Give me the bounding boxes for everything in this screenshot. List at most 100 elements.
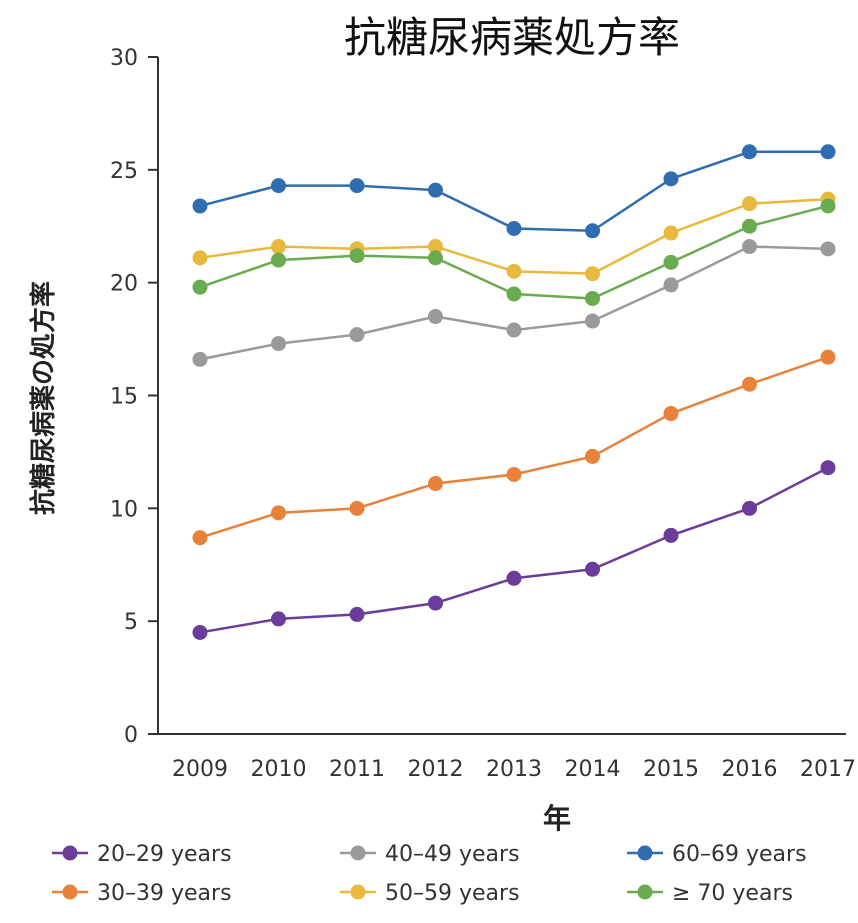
data-point [349, 248, 365, 264]
data-point [506, 570, 522, 586]
y-axis-title: 抗糖尿病薬の処方率 [28, 281, 59, 515]
data-point [271, 178, 286, 194]
legend-label: 40–49 years [385, 842, 520, 867]
data-point [585, 448, 600, 464]
series-line [199, 197, 829, 275]
legend-swatch-marker [637, 845, 653, 861]
y-tick-label: 30 [110, 46, 138, 71]
data-point [271, 252, 286, 268]
y-tick-label: 0 [124, 723, 138, 748]
data-point [271, 611, 286, 627]
legend-label: 30–39 years [97, 881, 232, 906]
legend-swatch-marker [62, 845, 78, 861]
data-point [192, 250, 208, 266]
legend-label: 20–29 years [97, 842, 232, 867]
data-point [663, 254, 679, 270]
legend-item: 30–39 years [52, 881, 232, 906]
data-point [506, 263, 522, 279]
data-point [663, 277, 679, 293]
data-point [271, 505, 286, 521]
series [192, 460, 836, 640]
legend-swatch-marker [637, 884, 653, 900]
series [192, 198, 836, 306]
series [192, 191, 836, 282]
data-point [349, 327, 365, 343]
data-point [585, 313, 600, 329]
data-point [192, 530, 208, 546]
data-point [428, 182, 443, 198]
data-point [742, 376, 757, 392]
legend-item: 20–29 years [52, 842, 232, 867]
y-tick-label: 15 [110, 385, 138, 410]
x-tick-label: 2017 [800, 757, 856, 782]
data-point [192, 351, 208, 367]
series-line [199, 245, 829, 361]
data-point [192, 198, 208, 214]
data-point [742, 144, 757, 160]
data-point [506, 466, 522, 482]
series-line [199, 466, 829, 634]
data-point [349, 178, 365, 194]
data-point [428, 239, 443, 255]
series-group [192, 144, 836, 640]
data-point [820, 241, 836, 257]
data-point [742, 196, 757, 212]
x-tick-label: 2014 [565, 757, 621, 782]
series-line [199, 204, 829, 300]
y-tick-label: 20 [110, 272, 138, 297]
data-point [506, 221, 522, 237]
legend-item: 40–49 years [340, 842, 520, 867]
legend-label: ≥ 70 years [672, 881, 793, 906]
series [192, 144, 836, 239]
series-line [199, 355, 829, 539]
data-point [271, 336, 286, 352]
legend-item: 60–69 years [627, 842, 807, 867]
x-axis-title: 年 [543, 802, 571, 835]
data-point [663, 406, 679, 422]
legend: 20–29 years 40–49 years 60–69 years 30–39 y… [52, 842, 807, 906]
data-point [506, 322, 522, 338]
data-point [820, 198, 836, 214]
data-point [820, 349, 836, 365]
legend-item: ≥ 70 years [627, 881, 793, 906]
data-point [585, 290, 600, 306]
data-point [742, 500, 757, 516]
data-point [192, 624, 208, 640]
x-tick-label: 2011 [329, 757, 385, 782]
chart-title: 抗糖尿病薬処方率 [344, 13, 680, 62]
series-line [199, 150, 828, 233]
x-tick-label: 2016 [722, 757, 778, 782]
data-point [742, 218, 757, 234]
x-tick-label: 2010 [251, 757, 307, 782]
legend-item: 50–59 years [340, 881, 520, 906]
series [192, 239, 836, 367]
data-point [585, 266, 600, 282]
data-point [506, 286, 522, 302]
axes: 0 5 10 15 20 25 30 2009 2010 2011 2012 2013 2014 2015… [110, 46, 856, 782]
x-tick-label: 2015 [643, 757, 699, 782]
data-point [192, 279, 208, 295]
legend-swatch-marker [62, 884, 78, 900]
data-point [585, 223, 600, 239]
data-point [271, 239, 286, 255]
data-point [663, 527, 679, 543]
data-point [349, 606, 365, 622]
legend-label: 50–59 years [385, 881, 520, 906]
data-point [663, 225, 679, 241]
data-point [428, 309, 443, 325]
x-tick-label: 2009 [172, 757, 228, 782]
data-point [742, 239, 757, 255]
data-point [428, 595, 443, 611]
data-point [428, 476, 443, 492]
x-tick-label: 2012 [408, 757, 464, 782]
legend-swatch-marker [350, 845, 366, 861]
legend-swatch-marker [350, 884, 366, 900]
data-point [349, 500, 365, 516]
data-point [585, 561, 600, 577]
y-tick-label: 10 [110, 497, 138, 522]
x-tick-label: 2013 [486, 757, 542, 782]
data-point [820, 144, 836, 160]
data-point [663, 171, 679, 187]
